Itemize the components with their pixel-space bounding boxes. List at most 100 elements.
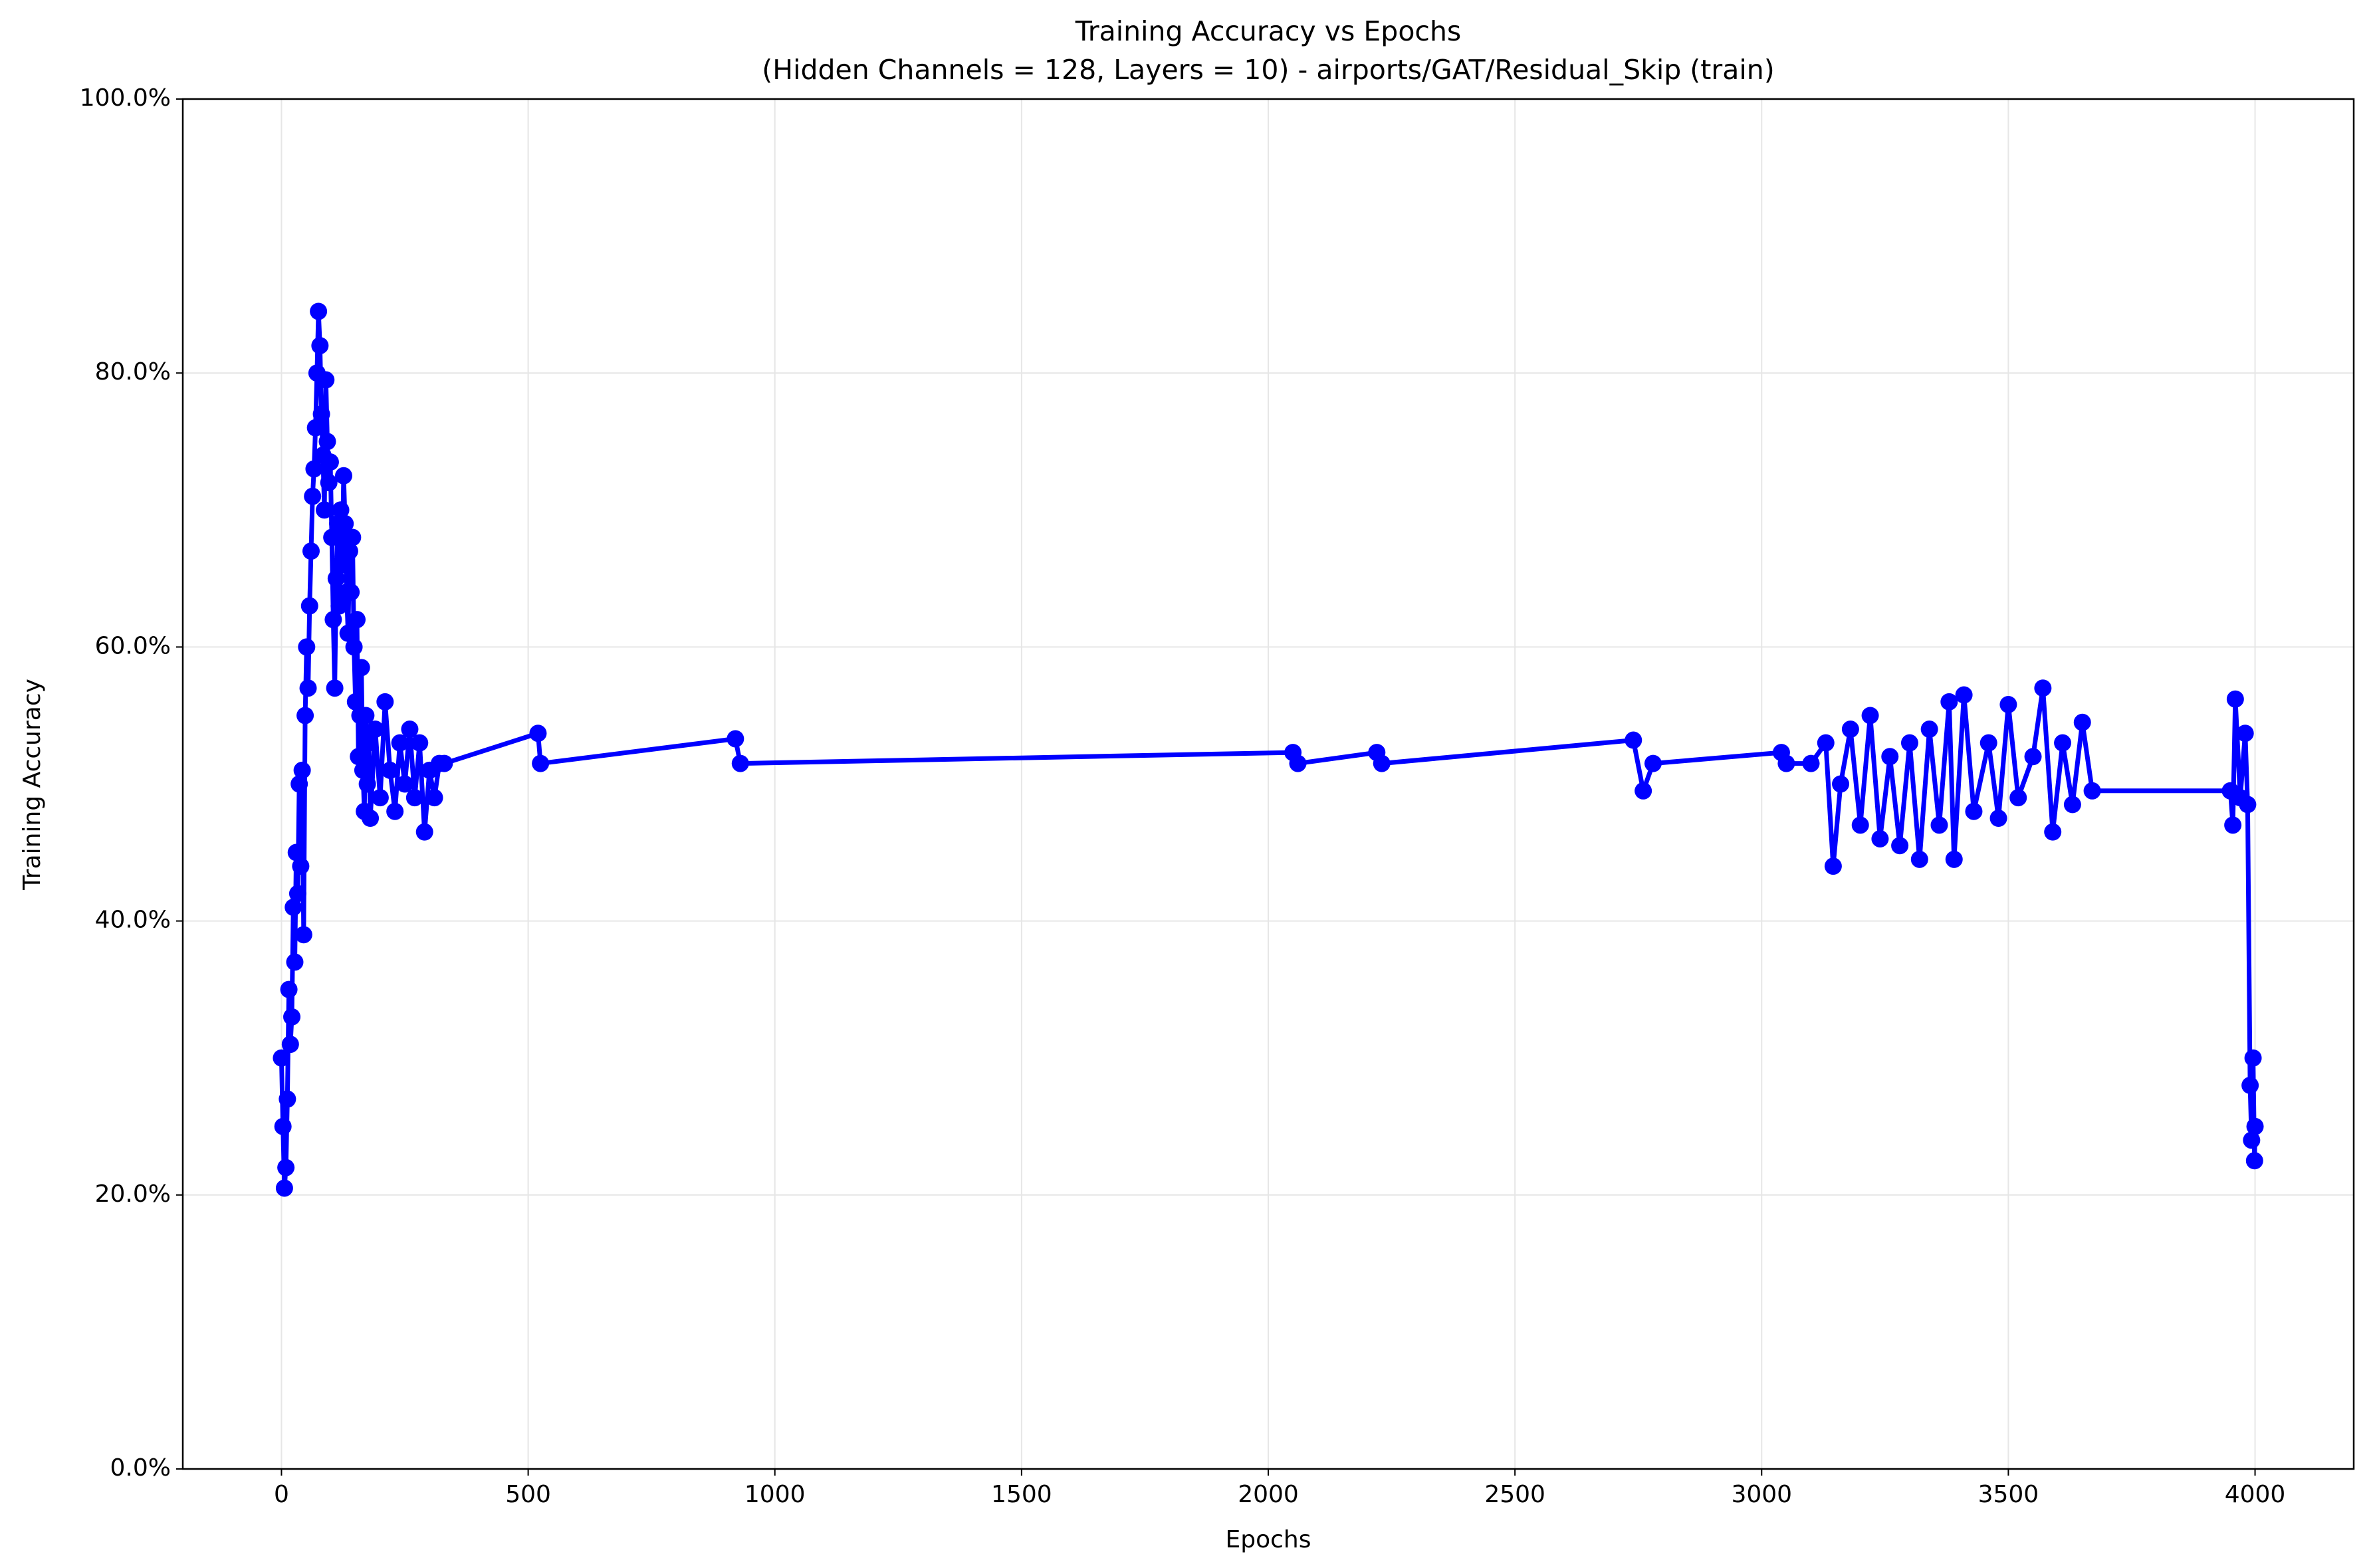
data-point bbox=[2224, 816, 2242, 834]
chart-subtitle: (Hidden Channels = 128, Layers = 10) - a… bbox=[762, 54, 1774, 86]
data-point bbox=[1644, 754, 1662, 772]
x-tick-label: 2000 bbox=[1238, 1481, 1299, 1508]
chart-title: Training Accuracy vs Epochs bbox=[1075, 15, 1462, 47]
data-point bbox=[1881, 748, 1899, 766]
data-point bbox=[386, 802, 404, 820]
data-point bbox=[299, 679, 317, 697]
data-point bbox=[1999, 695, 2017, 713]
data-point bbox=[358, 775, 376, 793]
data-point bbox=[2054, 734, 2072, 752]
data-point bbox=[346, 693, 364, 711]
data-point bbox=[1861, 707, 1879, 725]
data-point bbox=[286, 953, 304, 971]
data-point bbox=[529, 725, 547, 742]
data-point bbox=[294, 926, 312, 944]
data-point bbox=[318, 433, 336, 451]
data-point bbox=[1871, 830, 1889, 847]
data-point bbox=[332, 501, 350, 519]
data-point bbox=[415, 823, 433, 841]
x-tick-label: 0 bbox=[274, 1481, 289, 1508]
data-point bbox=[342, 583, 360, 601]
data-point bbox=[381, 761, 399, 779]
y-axis-label: Training Accuracy bbox=[19, 679, 46, 891]
data-point bbox=[306, 419, 324, 437]
data-point bbox=[333, 556, 351, 574]
data-point bbox=[376, 693, 394, 711]
data-point bbox=[1955, 686, 1973, 704]
data-point bbox=[366, 721, 384, 738]
data-point bbox=[275, 1179, 293, 1197]
data-point bbox=[2044, 823, 2062, 841]
data-point bbox=[352, 659, 370, 677]
data-point bbox=[2243, 1131, 2261, 1149]
data-point bbox=[323, 528, 341, 546]
plot-frame bbox=[181, 98, 2355, 1470]
data-point bbox=[330, 597, 348, 615]
x-axis-label: Epochs bbox=[1226, 1526, 1311, 1553]
data-point bbox=[362, 810, 380, 828]
data-point bbox=[326, 679, 344, 697]
data-point bbox=[2245, 1152, 2263, 1170]
data-point bbox=[2236, 725, 2254, 742]
data-point bbox=[345, 638, 363, 656]
data-point bbox=[2244, 1049, 2262, 1067]
data-point bbox=[2063, 796, 2081, 814]
data-point bbox=[1965, 802, 1983, 820]
data-point bbox=[350, 748, 368, 766]
data-point bbox=[1851, 816, 1869, 834]
data-point bbox=[334, 467, 352, 485]
data-point bbox=[317, 371, 335, 389]
y-tick-label: 0.0% bbox=[110, 1454, 171, 1482]
data-point bbox=[401, 721, 419, 738]
data-point bbox=[2034, 679, 2052, 697]
x-tick-label: 500 bbox=[505, 1481, 551, 1508]
data-point bbox=[2024, 748, 2042, 766]
data-point bbox=[316, 501, 334, 519]
x-tick-label: 1000 bbox=[744, 1481, 806, 1508]
data-point bbox=[357, 707, 375, 725]
data-point bbox=[1910, 850, 1928, 868]
data-point bbox=[2241, 1076, 2259, 1094]
data-point bbox=[1979, 734, 1997, 752]
data-point bbox=[1989, 810, 2007, 828]
data-point bbox=[396, 775, 414, 793]
data-point bbox=[2009, 789, 2027, 807]
data-point bbox=[305, 460, 323, 478]
data-point bbox=[1945, 850, 1963, 868]
data-point bbox=[302, 542, 320, 560]
data-point bbox=[311, 336, 329, 354]
data-point bbox=[290, 775, 308, 793]
data-point bbox=[1635, 782, 1652, 800]
y-tick-label: 60.0% bbox=[95, 632, 171, 659]
data-point bbox=[411, 734, 429, 752]
data-point bbox=[1824, 857, 1842, 875]
data-point bbox=[280, 980, 298, 998]
data-point bbox=[274, 1117, 292, 1135]
data-point bbox=[339, 624, 357, 642]
data-point bbox=[391, 734, 409, 752]
data-point bbox=[277, 1159, 295, 1176]
x-tick-label: 1500 bbox=[991, 1481, 1052, 1508]
data-point bbox=[304, 487, 322, 505]
data-point bbox=[327, 570, 345, 588]
data-point bbox=[1891, 837, 1909, 855]
data-point bbox=[1900, 734, 1918, 752]
data-point bbox=[1802, 754, 1820, 772]
data-point bbox=[2246, 1117, 2264, 1135]
data-point bbox=[348, 611, 366, 629]
data-point bbox=[273, 1049, 290, 1067]
data-point bbox=[2083, 782, 2101, 800]
data-point bbox=[2226, 690, 2244, 708]
data-point bbox=[1940, 693, 1958, 711]
data-point bbox=[2239, 796, 2257, 814]
data-point bbox=[727, 730, 744, 748]
data-point bbox=[1817, 734, 1835, 752]
data-point bbox=[532, 754, 550, 772]
data-point bbox=[1373, 754, 1391, 772]
data-point bbox=[288, 885, 306, 903]
data-point bbox=[312, 405, 330, 423]
x-tick-label: 4000 bbox=[2225, 1481, 2286, 1508]
data-point bbox=[298, 638, 316, 656]
x-tick-label: 2500 bbox=[1484, 1481, 1545, 1508]
